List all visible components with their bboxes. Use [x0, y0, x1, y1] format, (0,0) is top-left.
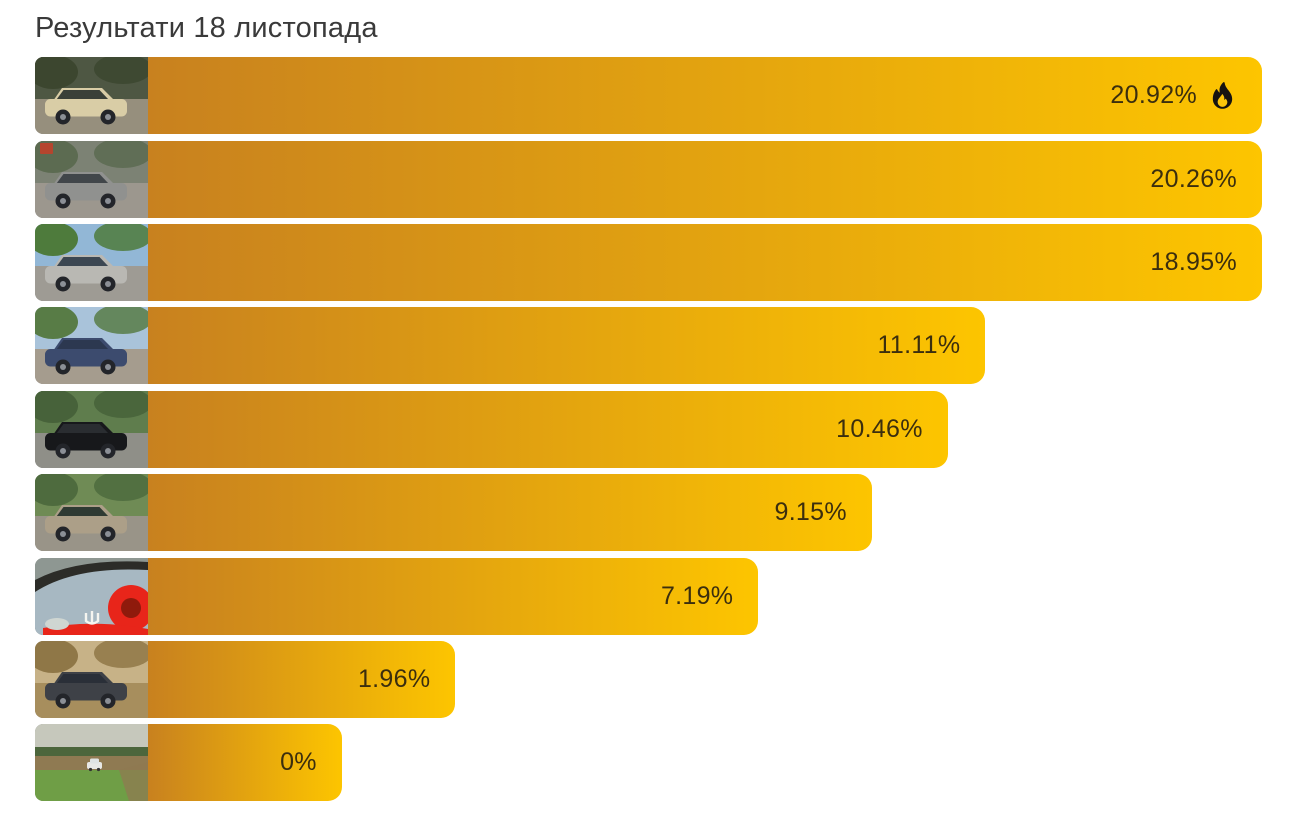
result-row: 20.92% [35, 57, 1262, 135]
car-thumbnail [35, 140, 148, 218]
bar-track: 0% [148, 724, 1262, 802]
percentage-label: 11.11% [877, 331, 961, 360]
percentage-label: 9.15% [774, 498, 847, 527]
bar-track: 1.96% [148, 640, 1262, 718]
result-bar: 11.11% [148, 307, 986, 385]
car-thumbnail [35, 724, 148, 802]
result-row: 0% [35, 724, 1262, 802]
result-row: 1.96% [35, 640, 1262, 718]
car-thumbnail [35, 557, 148, 635]
car-thumbnail [35, 57, 148, 135]
result-row: 11.11% [35, 307, 1262, 385]
result-bar: 9.15% [148, 474, 872, 552]
bar-track: 9.15% [148, 474, 1262, 552]
result-bar: 10.46% [148, 390, 948, 468]
result-row: 20.26% [35, 140, 1262, 218]
result-bar: 20.92% [148, 57, 1262, 135]
percentage-label: 0% [280, 748, 317, 777]
result-row: 9.15% [35, 474, 1262, 552]
result-row: 10.46% [35, 390, 1262, 468]
bar-track: 7.19% [148, 557, 1262, 635]
percentage-label: 20.92% [1110, 81, 1197, 110]
bar-track: 18.95% [148, 224, 1262, 302]
result-bar: 18.95% [148, 224, 1262, 302]
result-bar: 7.19% [148, 557, 759, 635]
page-title: Результати 18 листопада [35, 12, 378, 44]
percentage-label: 18.95% [1150, 248, 1237, 277]
result-bar: 20.26% [148, 140, 1262, 218]
bar-track: 20.92% [148, 57, 1262, 135]
fire-icon [1208, 81, 1237, 110]
car-thumbnail [35, 307, 148, 385]
result-row: 18.95% [35, 224, 1262, 302]
results-list: 20.92% 20.26% [35, 57, 1262, 802]
car-thumbnail [35, 390, 148, 468]
result-bar: 1.96% [148, 640, 456, 718]
percentage-label: 1.96% [357, 664, 431, 693]
bar-track: 10.46% [148, 390, 1262, 468]
result-row: 7.19% [35, 557, 1262, 635]
car-thumbnail [35, 224, 148, 302]
bar-track: 11.11% [148, 307, 1262, 385]
car-thumbnail [35, 474, 148, 552]
percentage-label: 10.46% [836, 414, 923, 443]
bar-track: 20.26% [148, 140, 1262, 218]
percentage-label: 7.19% [660, 581, 734, 610]
result-bar: 0% [148, 724, 342, 802]
car-thumbnail [35, 640, 148, 718]
percentage-label: 20.26% [1150, 164, 1237, 193]
